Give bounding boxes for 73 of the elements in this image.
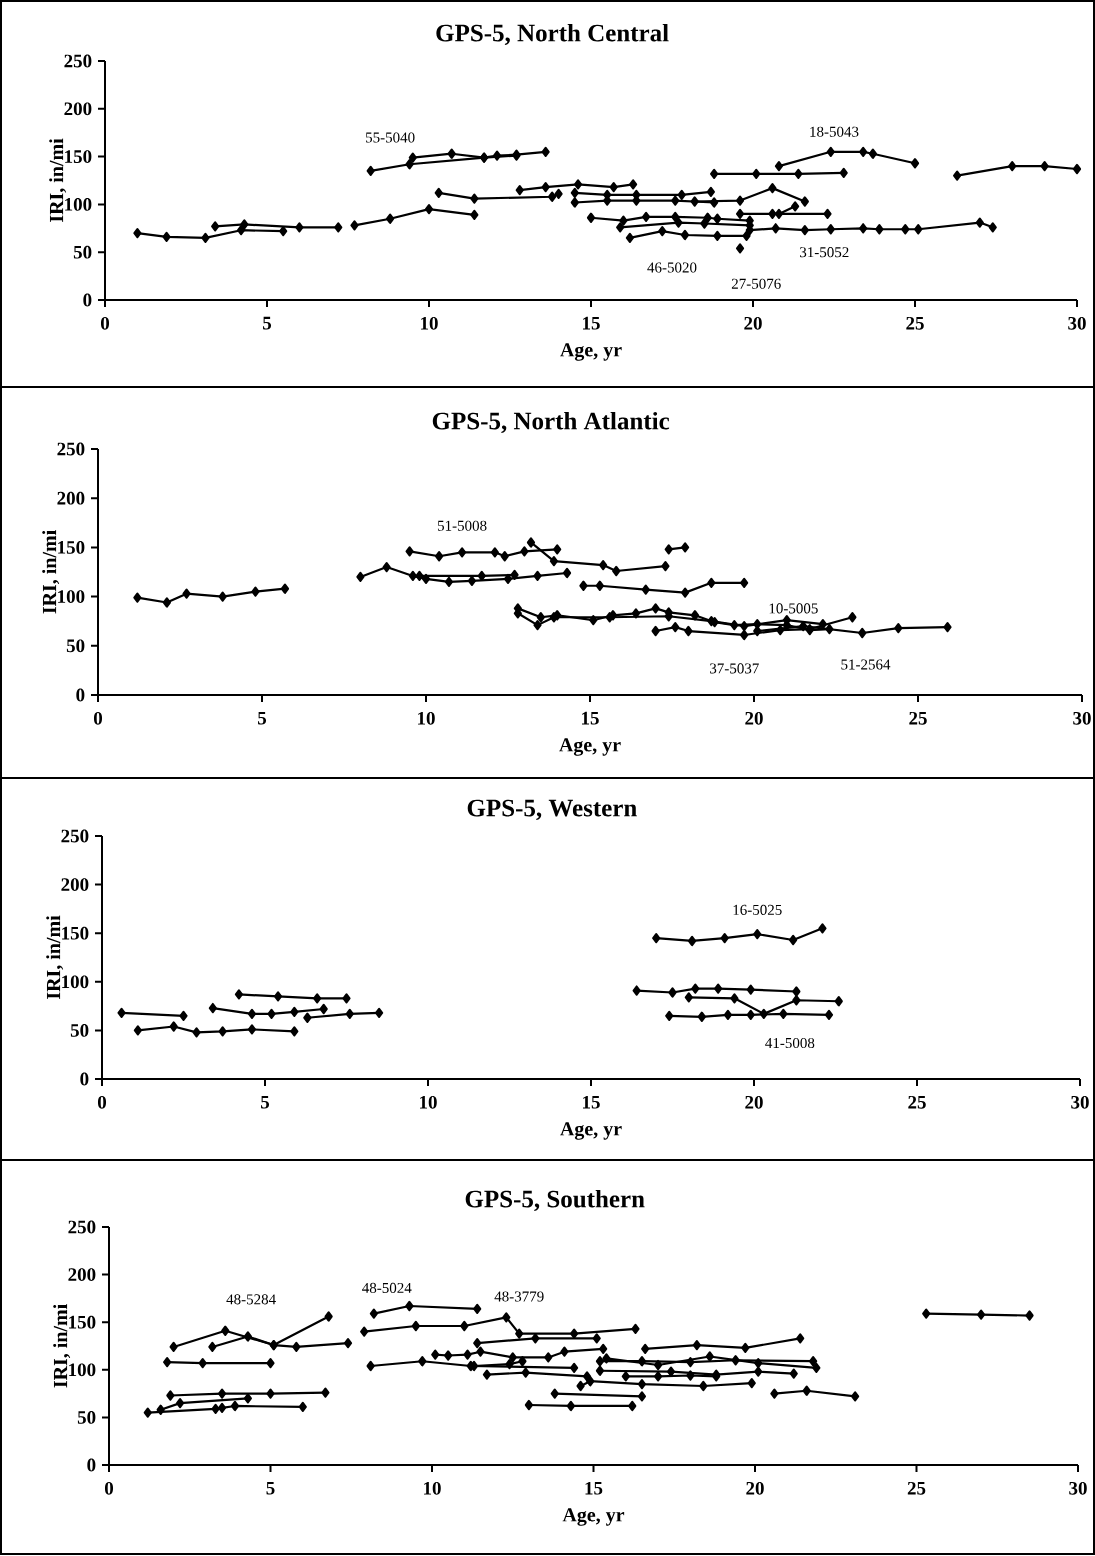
annotation: 48-5284 (226, 1294, 276, 1305)
x-tick-label: 30 (1069, 1481, 1087, 1495)
annotation: 41-5008 (765, 1037, 815, 1049)
x-tick-label: 10 (424, 1481, 441, 1495)
y-tick-label: 200 (61, 878, 89, 891)
annotation: 10-5005 (769, 603, 818, 614)
x-tick-label: 5 (263, 316, 272, 330)
x-tick-label: 25 (909, 711, 927, 725)
x-tick-label: 0 (97, 1095, 107, 1109)
y-tick-label: 0 (83, 293, 92, 307)
chart-title: GPS-5, Western (467, 799, 637, 821)
annotation: 16-5025 (733, 904, 782, 915)
y-tick-label: 200 (64, 102, 92, 116)
x-tick-label: 30 (1073, 711, 1091, 725)
annotation: 46-5020 (647, 262, 697, 273)
y-tick-label: 100 (58, 590, 85, 603)
x-tick-label: 20 (745, 711, 763, 725)
x-tick-label: 15 (582, 711, 599, 725)
y-tick-label: 50 (70, 1023, 89, 1037)
x-tick-label: 5 (258, 711, 267, 725)
x-axis-title: Age, yr (560, 1122, 622, 1140)
annotation: 37-5037 (710, 663, 759, 674)
x-tick-label: 5 (266, 1481, 275, 1495)
y-tick-label: 100 (65, 197, 92, 211)
x-axis-title: Age, yr (559, 738, 621, 756)
annotation: 31-5052 (799, 247, 849, 258)
annotation: 27-5076 (731, 278, 781, 289)
y-tick-label: 250 (64, 54, 92, 68)
chart-title: GPS-5, North Atlantic (432, 411, 670, 434)
x-tick-label: 25 (907, 1481, 926, 1495)
x-tick-label: 5 (261, 1095, 270, 1109)
x-axis-title: Age, yr (560, 343, 622, 361)
y-tick-label: 200 (57, 491, 85, 505)
annotation: 48-3779 (494, 1291, 544, 1302)
annotation: 55-5040 (365, 132, 415, 143)
y-tick-label: 250 (68, 1220, 96, 1234)
y-tick-label: 250 (57, 442, 85, 456)
x-tick-label: 15 (585, 1481, 603, 1495)
x-tick-label: 25 (908, 1095, 926, 1109)
y-tick-label: 50 (77, 1410, 96, 1424)
x-tick-label: 30 (1071, 1095, 1089, 1109)
y-tick-label: 150 (69, 1315, 96, 1329)
x-axis-title: Age, yr (562, 1508, 625, 1526)
y-tick-label: 250 (61, 829, 89, 843)
x-tick-label: 10 (418, 711, 435, 725)
x-tick-label: 10 (420, 1095, 437, 1109)
y-tick-label: 150 (65, 150, 92, 163)
x-tick-label: 20 (745, 1095, 763, 1109)
x-tick-label: 25 (906, 316, 924, 330)
y-tick-label: 100 (69, 1363, 96, 1377)
y-tick-label: 100 (62, 975, 89, 989)
x-tick-label: 30 (1068, 316, 1086, 330)
annotation: 51-2564 (841, 659, 891, 670)
x-tick-label: 15 (583, 1095, 600, 1109)
annotation: 48-5024 (362, 1282, 412, 1293)
x-tick-label: 0 (104, 1481, 114, 1495)
y-tick-label: 150 (58, 540, 85, 554)
x-tick-label: 20 (744, 316, 762, 330)
annotation: 18-5043 (810, 126, 859, 137)
y-tick-label: 0 (87, 1458, 96, 1472)
y-tick-label: 150 (62, 926, 89, 940)
y-tick-label: 50 (66, 639, 85, 653)
y-tick-label: 0 (76, 688, 85, 702)
annotation: 51-5008 (437, 520, 487, 531)
y-tick-label: 0 (80, 1072, 89, 1086)
x-tick-label: 10 (421, 316, 438, 330)
y-tick-label: 200 (68, 1268, 96, 1281)
x-tick-label: 20 (746, 1481, 764, 1495)
x-tick-label: 0 (100, 316, 110, 330)
chart-title: GPS-5, Southern (465, 1189, 645, 1212)
chart-title: GPS-5, North Central (436, 23, 669, 46)
y-tick-label: 50 (73, 245, 92, 259)
x-tick-label: 15 (583, 316, 600, 330)
